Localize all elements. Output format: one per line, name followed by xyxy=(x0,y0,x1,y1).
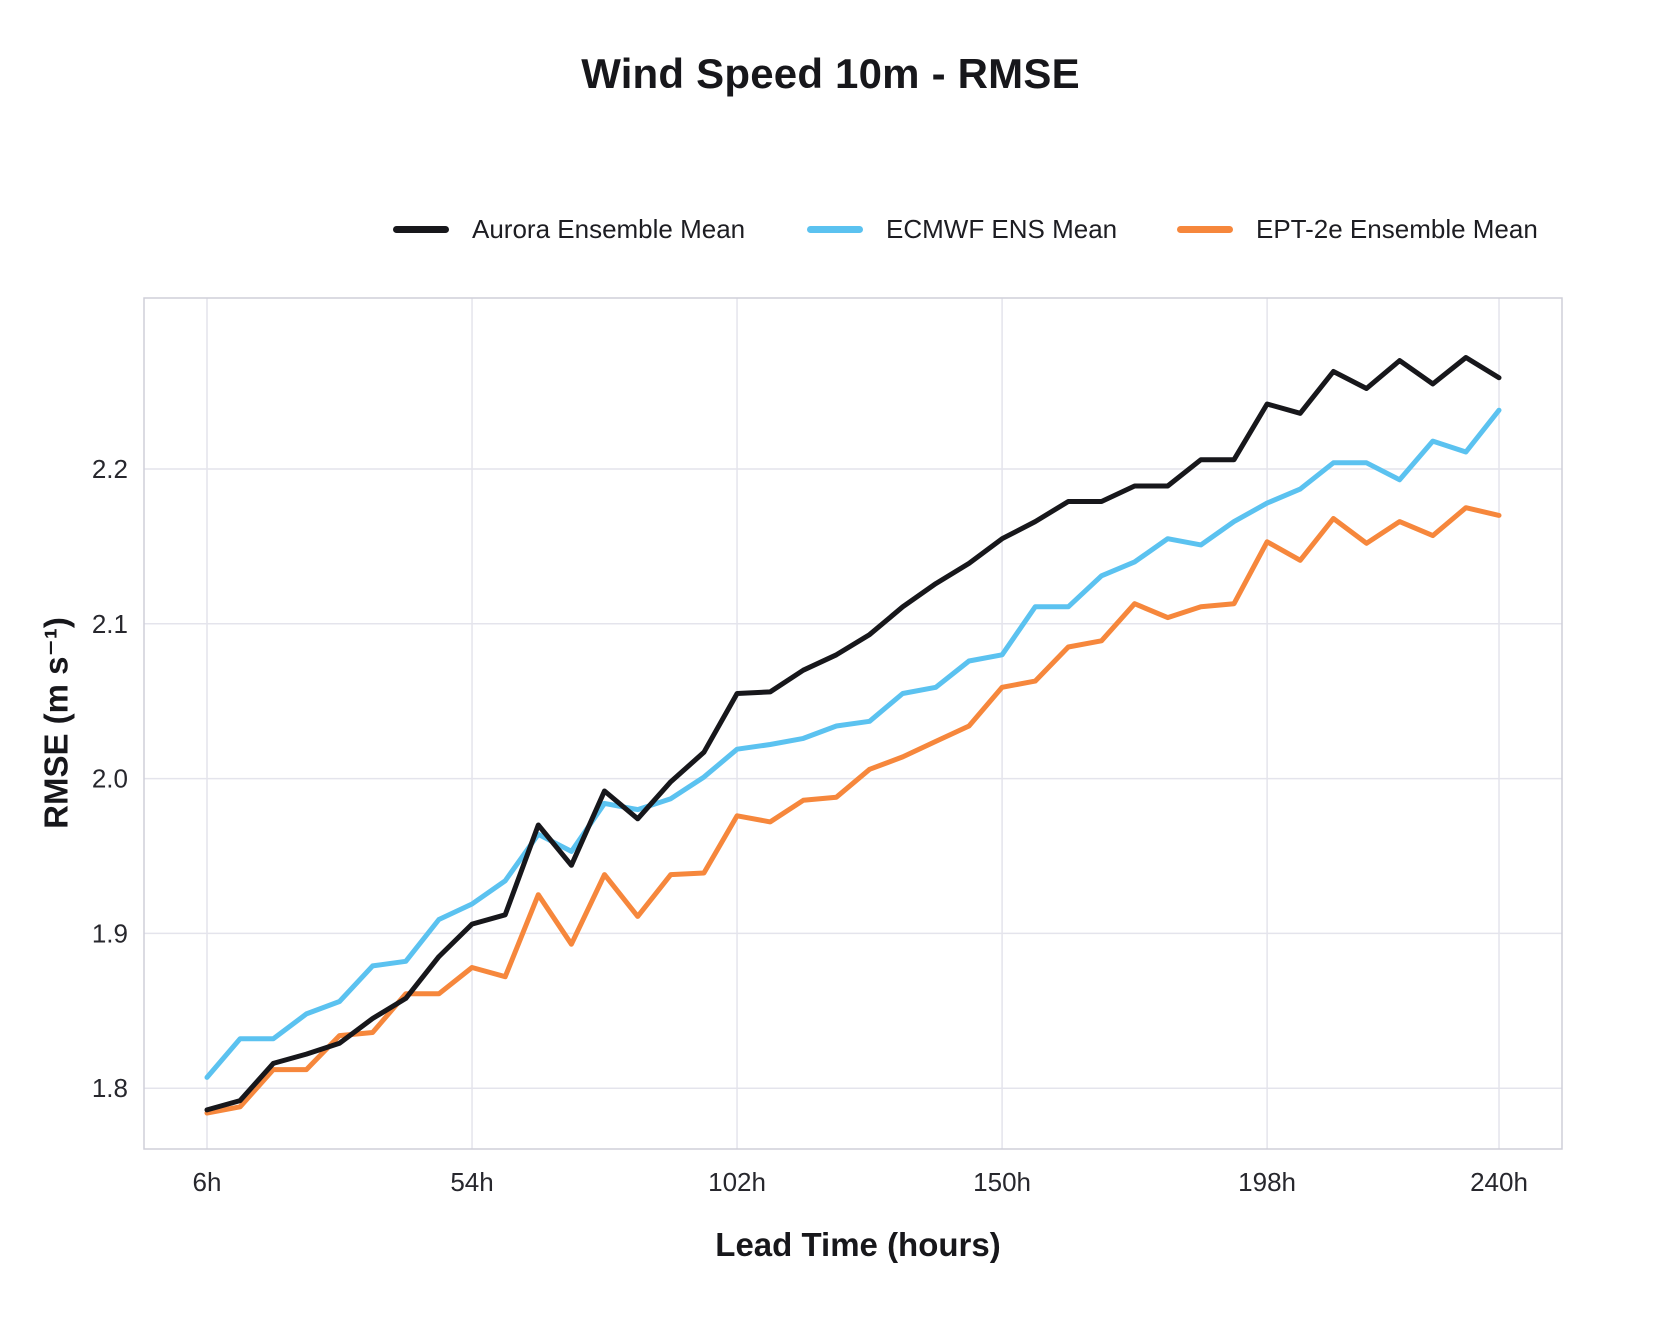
x-axis-title: Lead Time (hours) xyxy=(715,1226,1001,1263)
plot-border xyxy=(143,297,1563,1150)
x-tick-label-6h: 6h xyxy=(193,1167,222,1197)
y-axis-title: RMSE (m s⁻¹) xyxy=(37,617,75,829)
legend-label: EPT-2e Ensemble Mean xyxy=(1256,213,1538,244)
legend-swatch-black-line-icon xyxy=(393,225,449,233)
series-line-aurora-ensemble-mean xyxy=(204,355,1502,1113)
x-tick-label-198h: 198h xyxy=(1238,1167,1296,1197)
legend-label: ECMWF ENS Mean xyxy=(886,213,1118,244)
series-line-ecmwf-ens-mean xyxy=(204,407,1502,1080)
legend-swatch-orange-line-icon xyxy=(1177,225,1233,233)
x-tick-label-150h: 150h xyxy=(973,1167,1031,1197)
legend-item-ecmwf-ens-mean[interactable]: ECMWF ENS Mean xyxy=(807,212,1117,246)
y-tick-label-1.9: 1.9 xyxy=(92,918,128,948)
x-tick-label-102h: 102h xyxy=(708,1167,766,1197)
x-tick-label-54h: 54h xyxy=(450,1167,493,1197)
legend-item-aurora-ensemble-mean[interactable]: Aurora Ensemble Mean xyxy=(393,212,745,246)
series-line-ept-2e-ensemble-mean xyxy=(204,505,1502,1116)
legend-label: Aurora Ensemble Mean xyxy=(472,213,746,244)
chart-legend: Aurora Ensemble Mean ECMWF ENS Mean EPT-… xyxy=(0,212,1661,246)
y-tick-label-2.0: 2.0 xyxy=(92,764,128,794)
legend-item-ept-2e-ensemble-mean[interactable]: EPT-2e Ensemble Mean xyxy=(1177,212,1538,246)
x-tick-label-240h: 240h xyxy=(1470,1167,1528,1197)
y-tick-label-2.2: 2.2 xyxy=(92,454,128,484)
y-tick-label-1.8: 1.8 xyxy=(92,1073,128,1103)
chart-title: Wind Speed 10m - RMSE xyxy=(581,50,1080,97)
y-tick-label-2.1: 2.1 xyxy=(92,609,128,639)
legend-swatch-blue-line-icon xyxy=(807,225,863,233)
